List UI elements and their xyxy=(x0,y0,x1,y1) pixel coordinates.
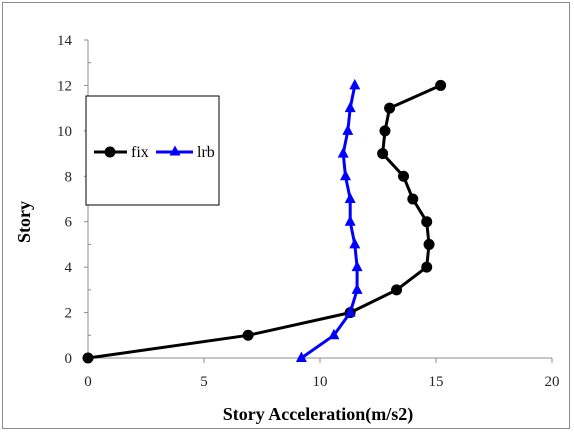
data-point-fix xyxy=(407,193,419,205)
x-tick-labels: 0 5 10 15 20 xyxy=(84,374,559,390)
data-point-fix xyxy=(242,329,254,341)
x-tick-label: 10 xyxy=(313,374,328,390)
data-point-fix xyxy=(379,125,391,137)
data-point-lrb xyxy=(328,328,340,340)
data-point-lrb xyxy=(344,192,356,203)
data-point-lrb xyxy=(351,260,363,272)
data-point-fix xyxy=(435,79,447,91)
data-point-fix xyxy=(423,238,435,250)
legend-lrb-label: lrb xyxy=(197,144,215,161)
data-point-lrb xyxy=(349,78,361,90)
y-tick-label: 14 xyxy=(57,33,73,49)
data-point-lrb xyxy=(337,147,349,158)
data-point-lrb xyxy=(344,215,356,226)
data-point-fix xyxy=(377,148,389,160)
y-tick-label: 10 xyxy=(57,124,72,140)
y-tick-label: 4 xyxy=(65,260,73,276)
y-tick-label: 12 xyxy=(57,78,72,94)
x-tick-label: 5 xyxy=(200,374,208,390)
series-lrb xyxy=(295,78,363,362)
data-point-fix xyxy=(384,102,396,114)
data-point-lrb xyxy=(295,351,307,362)
legend: fix lrb xyxy=(85,95,220,206)
legend-fix-marker xyxy=(104,146,116,158)
legend-lrb-marker xyxy=(169,145,181,156)
x-tick-label: 20 xyxy=(545,374,560,390)
legend-fix-label: fix xyxy=(131,144,149,161)
y-axis-title: Story xyxy=(14,201,34,243)
data-point-fix xyxy=(82,352,94,364)
data-point-fix xyxy=(421,261,433,273)
y-tick-label: 8 xyxy=(65,169,73,185)
data-point-lrb xyxy=(351,283,363,294)
data-point-fix xyxy=(421,216,433,228)
data-point-fix xyxy=(398,170,410,182)
y-tick-labels: 0 2 4 6 8 10 12 14 xyxy=(57,33,73,367)
data-point-lrb xyxy=(349,237,361,249)
y-tick-label: 0 xyxy=(65,351,73,367)
x-tick-label: 0 xyxy=(84,374,92,390)
data-point-lrb xyxy=(342,124,354,135)
data-point-lrb xyxy=(340,169,351,181)
data-point-lrb xyxy=(344,306,356,317)
data-point-lrb xyxy=(344,101,356,113)
y-tick-label: 6 xyxy=(65,215,73,231)
x-axis-title: Story Acceleration(m/s2) xyxy=(223,404,413,425)
data-point-fix xyxy=(391,284,403,296)
series-layer xyxy=(82,78,447,364)
x-tick-label: 15 xyxy=(429,374,444,390)
y-tick-label: 2 xyxy=(65,306,73,322)
